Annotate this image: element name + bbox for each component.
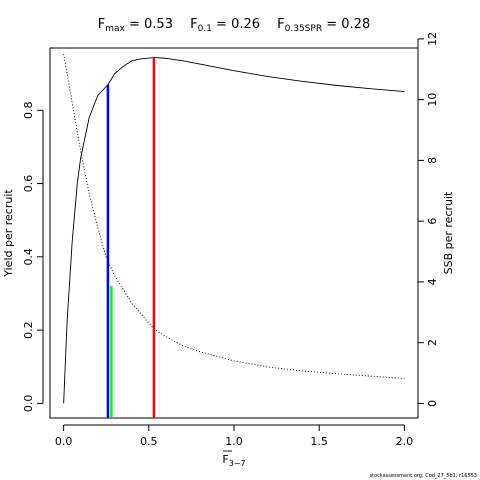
ssb-per-recruit-curve [63, 54, 405, 379]
x-tick-label: 0.0 [55, 435, 73, 448]
chart-title: Fmax = 0.53 F0.1 = 0.26 F0.35SPR = 0.28 [98, 17, 370, 34]
y-left-tick-label: 0.4 [22, 248, 35, 266]
yield-per-recruit-curve [63, 57, 405, 404]
reference-lines [106, 57, 156, 418]
x-tick-label: 2.0 [396, 435, 414, 448]
y-left-tick-label: 0.2 [22, 321, 35, 339]
y-axis-left: 0.0 0.2 0.4 0.6 0.8 Yield per recruit [2, 102, 44, 413]
x-tick-label: 1.0 [225, 435, 243, 448]
plot-area [49, 47, 419, 419]
y-right-tick-label: 2 [426, 339, 439, 346]
x-axis-label: F3−7 [222, 453, 245, 468]
y-left-tick-label: 0.0 [22, 395, 35, 413]
y-right-axis-label: SSB per recruit [442, 191, 455, 274]
titles: Fmax = 0.53 F0.1 = 0.26 F0.35SPR = 0.28 s… [98, 17, 477, 479]
y-right-tick-label: 6 [426, 218, 439, 225]
y-right-tick-label: 12 [426, 32, 439, 46]
x-tick-label: 0.5 [140, 435, 158, 448]
y-right-tick-label: 0 [426, 400, 439, 407]
y-right-tick-label: 4 [426, 278, 439, 285]
y-left-tick-label: 0.8 [22, 102, 35, 120]
y-right-tick-label: 8 [426, 157, 439, 164]
x-tick-label: 1.5 [310, 435, 328, 448]
credit-text: stockassessment.org, Cod_27_5b1, r16553 [369, 473, 477, 479]
plot-frame [49, 47, 419, 419]
y-right-tick-label: 10 [426, 93, 439, 107]
curves [63, 54, 405, 404]
y-left-axis-label: Yield per recruit [2, 189, 15, 278]
y-left-tick-label: 0.6 [22, 175, 35, 193]
x-axis: 0.0 0.5 1.0 1.5 2.0 F3−7 [55, 424, 414, 468]
y-axis-right: 0 2 4 6 8 10 12 SSB per recruit [417, 32, 455, 407]
